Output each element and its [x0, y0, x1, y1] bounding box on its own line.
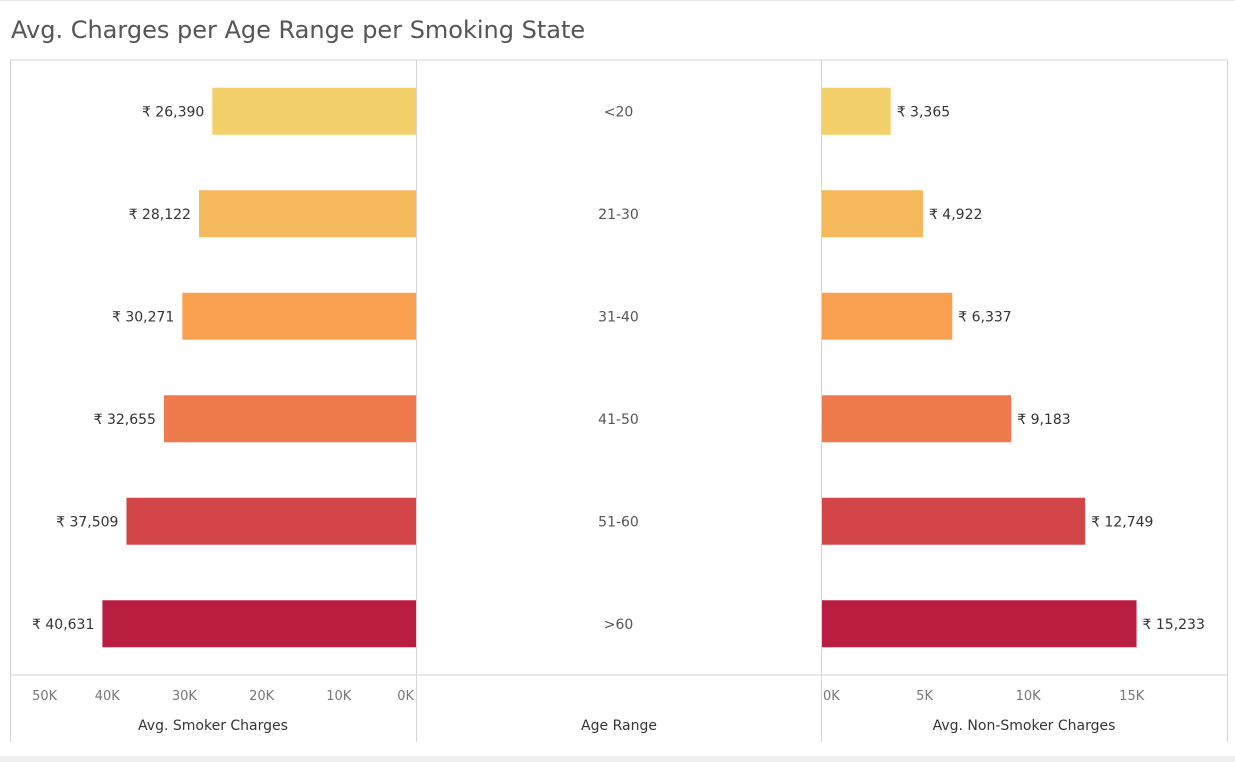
non-smoker-value-labels: ₹ 3,365 ₹ 4,922 ₹ 6,337 ₹ 9,183 ₹ 12,749 ₹ 15… — [897, 104, 1205, 633]
chart-frame — [10, 59, 1228, 742]
age-range-label: 51-60 — [598, 514, 639, 530]
smoker-tick-label: 0K — [397, 689, 414, 704]
non-smoker-value-label: ₹ 4,922 — [929, 207, 982, 223]
non-smoker-tick-label: 5K — [916, 689, 933, 704]
age-range-label: 41-50 — [598, 412, 639, 428]
smoker-tick-label: 40K — [95, 689, 121, 704]
smoker-tick-label: 30K — [172, 689, 198, 704]
smoker-value-label: ₹ 37,509 — [56, 514, 118, 530]
age-range-label: >60 — [604, 617, 634, 633]
smoker-value-label: ₹ 32,655 — [94, 412, 156, 428]
smoker-bar-51-60[interactable] — [126, 497, 416, 545]
age-range-label: 31-40 — [598, 309, 639, 325]
smoker-value-label: ₹ 40,631 — [32, 617, 94, 633]
top-border — [0, 0, 1235, 1]
smoker-axis-title: Avg. Smoker Charges — [138, 718, 288, 734]
non-smoker-axis-title: Avg. Non-Smoker Charges — [933, 718, 1116, 734]
smoker-bar-<20[interactable] — [212, 87, 416, 135]
age-range-label: 21-30 — [598, 207, 639, 223]
smoker-tick-label: 50K — [32, 689, 58, 704]
smoker-tick-label: 10K — [326, 689, 352, 704]
chart-title: Avg. Charges per Age Range per Smoking S… — [11, 16, 586, 44]
smoker-bar-21-30[interactable] — [198, 190, 416, 238]
non-smoker-tick-label: 10K — [1016, 689, 1042, 704]
smoker-value-label: ₹ 30,271 — [112, 309, 174, 325]
smoker-bars — [102, 87, 416, 648]
non-smoker-tick-label: 0K — [823, 689, 840, 704]
non-smoker-bar-51-60[interactable] — [822, 497, 1086, 545]
non-smoker-bars — [822, 87, 1137, 648]
non-smoker-axis-ticks: 0K 5K 10K 15K — [823, 689, 1145, 704]
non-smoker-value-label: ₹ 15,233 — [1143, 617, 1205, 633]
non-smoker-bar-31-40[interactable] — [822, 292, 953, 340]
smoker-axis-ticks: 0K 10K 20K 30K 40K 50K — [32, 689, 414, 704]
smoker-value-label: ₹ 26,390 — [142, 104, 204, 120]
non-smoker-value-label: ₹ 12,749 — [1091, 514, 1153, 530]
bottom-scroll-strip — [0, 756, 1235, 762]
age-range-axis-title: Age Range — [581, 718, 657, 734]
smoker-bar-31-40[interactable] — [182, 292, 416, 340]
non-smoker-value-label: ₹ 6,337 — [958, 309, 1011, 325]
non-smoker-bar-21-30[interactable] — [822, 190, 923, 238]
non-smoker-value-label: ₹ 9,183 — [1017, 412, 1070, 428]
smoker-value-labels: ₹ 26,390 ₹ 28,122 ₹ 30,271 ₹ 32,655 ₹ 37,509… — [32, 104, 204, 633]
non-smoker-value-label: ₹ 3,365 — [897, 104, 950, 120]
smoker-value-label: ₹ 28,122 — [129, 207, 191, 223]
non-smoker-bar-<20[interactable] — [822, 87, 891, 135]
smoker-bar->60[interactable] — [102, 600, 416, 648]
non-smoker-tick-label: 15K — [1119, 689, 1145, 704]
age-range-labels: <20 21-30 31-40 41-50 51-60 >60 — [598, 104, 639, 633]
smoker-tick-label: 20K — [249, 689, 275, 704]
smoker-bar-41-50[interactable] — [163, 395, 416, 443]
age-range-label: <20 — [604, 104, 634, 120]
non-smoker-bar->60[interactable] — [822, 600, 1137, 648]
non-smoker-bar-41-50[interactable] — [822, 395, 1012, 443]
